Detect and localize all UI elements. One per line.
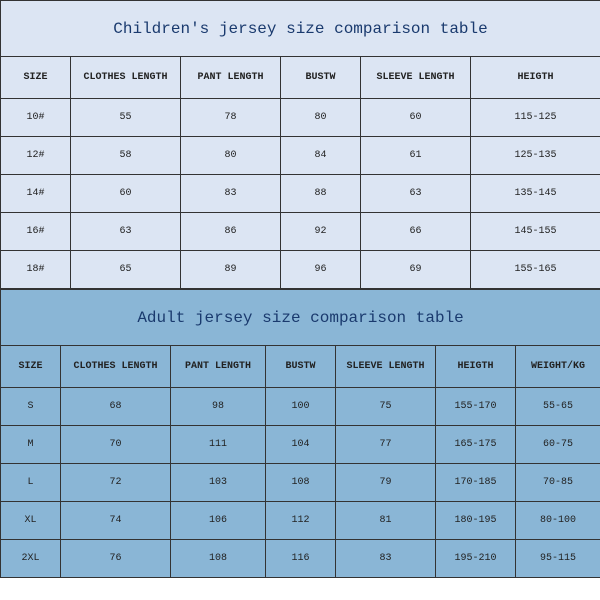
cell: 165-175 (436, 426, 516, 464)
adult-col-pant-length: PANT LENGTH (171, 346, 266, 388)
cell: 12# (1, 137, 71, 175)
cell: 70-85 (516, 464, 600, 502)
cell: 96 (281, 251, 361, 289)
table-row: 10# 55 78 80 60 115-125 (1, 99, 600, 137)
cell: 69 (361, 251, 471, 289)
cell: 60 (361, 99, 471, 137)
children-col-bust: BUSTW (281, 57, 361, 99)
cell: 68 (61, 388, 171, 426)
cell: 81 (336, 502, 436, 540)
table-row: 14# 60 83 88 63 135-145 (1, 175, 600, 213)
cell: 83 (336, 540, 436, 578)
cell: 98 (171, 388, 266, 426)
cell: 76 (61, 540, 171, 578)
cell: 170-185 (436, 464, 516, 502)
children-table-title: Children's jersey size comparison table (1, 1, 600, 57)
cell: 60 (71, 175, 181, 213)
children-header-row: SIZE CLOTHES LENGTH PANT LENGTH BUSTW SL… (1, 57, 600, 99)
adult-table-title: Adult jersey size comparison table (1, 290, 600, 346)
cell: 180-195 (436, 502, 516, 540)
children-title-row: Children's jersey size comparison table (1, 1, 600, 57)
cell: 155-170 (436, 388, 516, 426)
cell: 80 (181, 137, 281, 175)
table-row: 16# 63 86 92 66 145-155 (1, 213, 600, 251)
cell: 84 (281, 137, 361, 175)
cell: 106 (171, 502, 266, 540)
cell: 65 (71, 251, 181, 289)
cell: 2XL (1, 540, 61, 578)
adult-col-weight: WEIGHT/KG (516, 346, 600, 388)
cell: 78 (181, 99, 281, 137)
cell: 92 (281, 213, 361, 251)
cell: 63 (71, 213, 181, 251)
cell: 72 (61, 464, 171, 502)
cell: 18# (1, 251, 71, 289)
cell: 70 (61, 426, 171, 464)
adult-header-row: SIZE CLOTHES LENGTH PANT LENGTH BUSTW SL… (1, 346, 600, 388)
cell: 112 (266, 502, 336, 540)
cell: 55-65 (516, 388, 600, 426)
cell: L (1, 464, 61, 502)
cell: S (1, 388, 61, 426)
cell: 83 (181, 175, 281, 213)
cell: 125-135 (471, 137, 600, 175)
cell: 75 (336, 388, 436, 426)
table-row: 12# 58 80 84 61 125-135 (1, 137, 600, 175)
adult-size-table: Adult jersey size comparison table SIZE … (0, 289, 600, 578)
cell: 135-145 (471, 175, 600, 213)
cell: 100 (266, 388, 336, 426)
cell: 10# (1, 99, 71, 137)
table-row: 18# 65 89 96 69 155-165 (1, 251, 600, 289)
cell: 108 (266, 464, 336, 502)
children-size-table: Children's jersey size comparison table … (0, 0, 600, 289)
table-row: XL 74 106 112 81 180-195 80-100 (1, 502, 600, 540)
cell: 63 (361, 175, 471, 213)
cell: 58 (71, 137, 181, 175)
cell: 108 (171, 540, 266, 578)
cell: 103 (171, 464, 266, 502)
cell: 111 (171, 426, 266, 464)
cell: 86 (181, 213, 281, 251)
cell: 89 (181, 251, 281, 289)
table-row: L 72 103 108 79 170-185 70-85 (1, 464, 600, 502)
table-row: M 70 111 104 77 165-175 60-75 (1, 426, 600, 464)
adult-title-row: Adult jersey size comparison table (1, 290, 600, 346)
cell: 79 (336, 464, 436, 502)
cell: 88 (281, 175, 361, 213)
cell: 95-115 (516, 540, 600, 578)
cell: 145-155 (471, 213, 600, 251)
cell: 66 (361, 213, 471, 251)
cell: 80 (281, 99, 361, 137)
cell: 155-165 (471, 251, 600, 289)
table-row: S 68 98 100 75 155-170 55-65 (1, 388, 600, 426)
cell: 195-210 (436, 540, 516, 578)
cell: 16# (1, 213, 71, 251)
cell: 61 (361, 137, 471, 175)
cell: 74 (61, 502, 171, 540)
cell: 77 (336, 426, 436, 464)
children-col-clothes-length: CLOTHES LENGTH (71, 57, 181, 99)
cell: 80-100 (516, 502, 600, 540)
cell: 104 (266, 426, 336, 464)
table-row: 2XL 76 108 116 83 195-210 95-115 (1, 540, 600, 578)
adult-col-bust: BUSTW (266, 346, 336, 388)
adult-col-clothes-length: CLOTHES LENGTH (61, 346, 171, 388)
children-col-size: SIZE (1, 57, 71, 99)
cell: 116 (266, 540, 336, 578)
children-col-pant-length: PANT LENGTH (181, 57, 281, 99)
adult-col-size: SIZE (1, 346, 61, 388)
children-col-height: HEIGTH (471, 57, 600, 99)
size-tables-container: Children's jersey size comparison table … (0, 0, 600, 578)
children-col-sleeve-length: SLEEVE LENGTH (361, 57, 471, 99)
cell: 14# (1, 175, 71, 213)
cell: 115-125 (471, 99, 600, 137)
cell: XL (1, 502, 61, 540)
cell: M (1, 426, 61, 464)
adult-col-sleeve-length: SLEEVE LENGTH (336, 346, 436, 388)
cell: 55 (71, 99, 181, 137)
adult-col-height: HEIGTH (436, 346, 516, 388)
cell: 60-75 (516, 426, 600, 464)
